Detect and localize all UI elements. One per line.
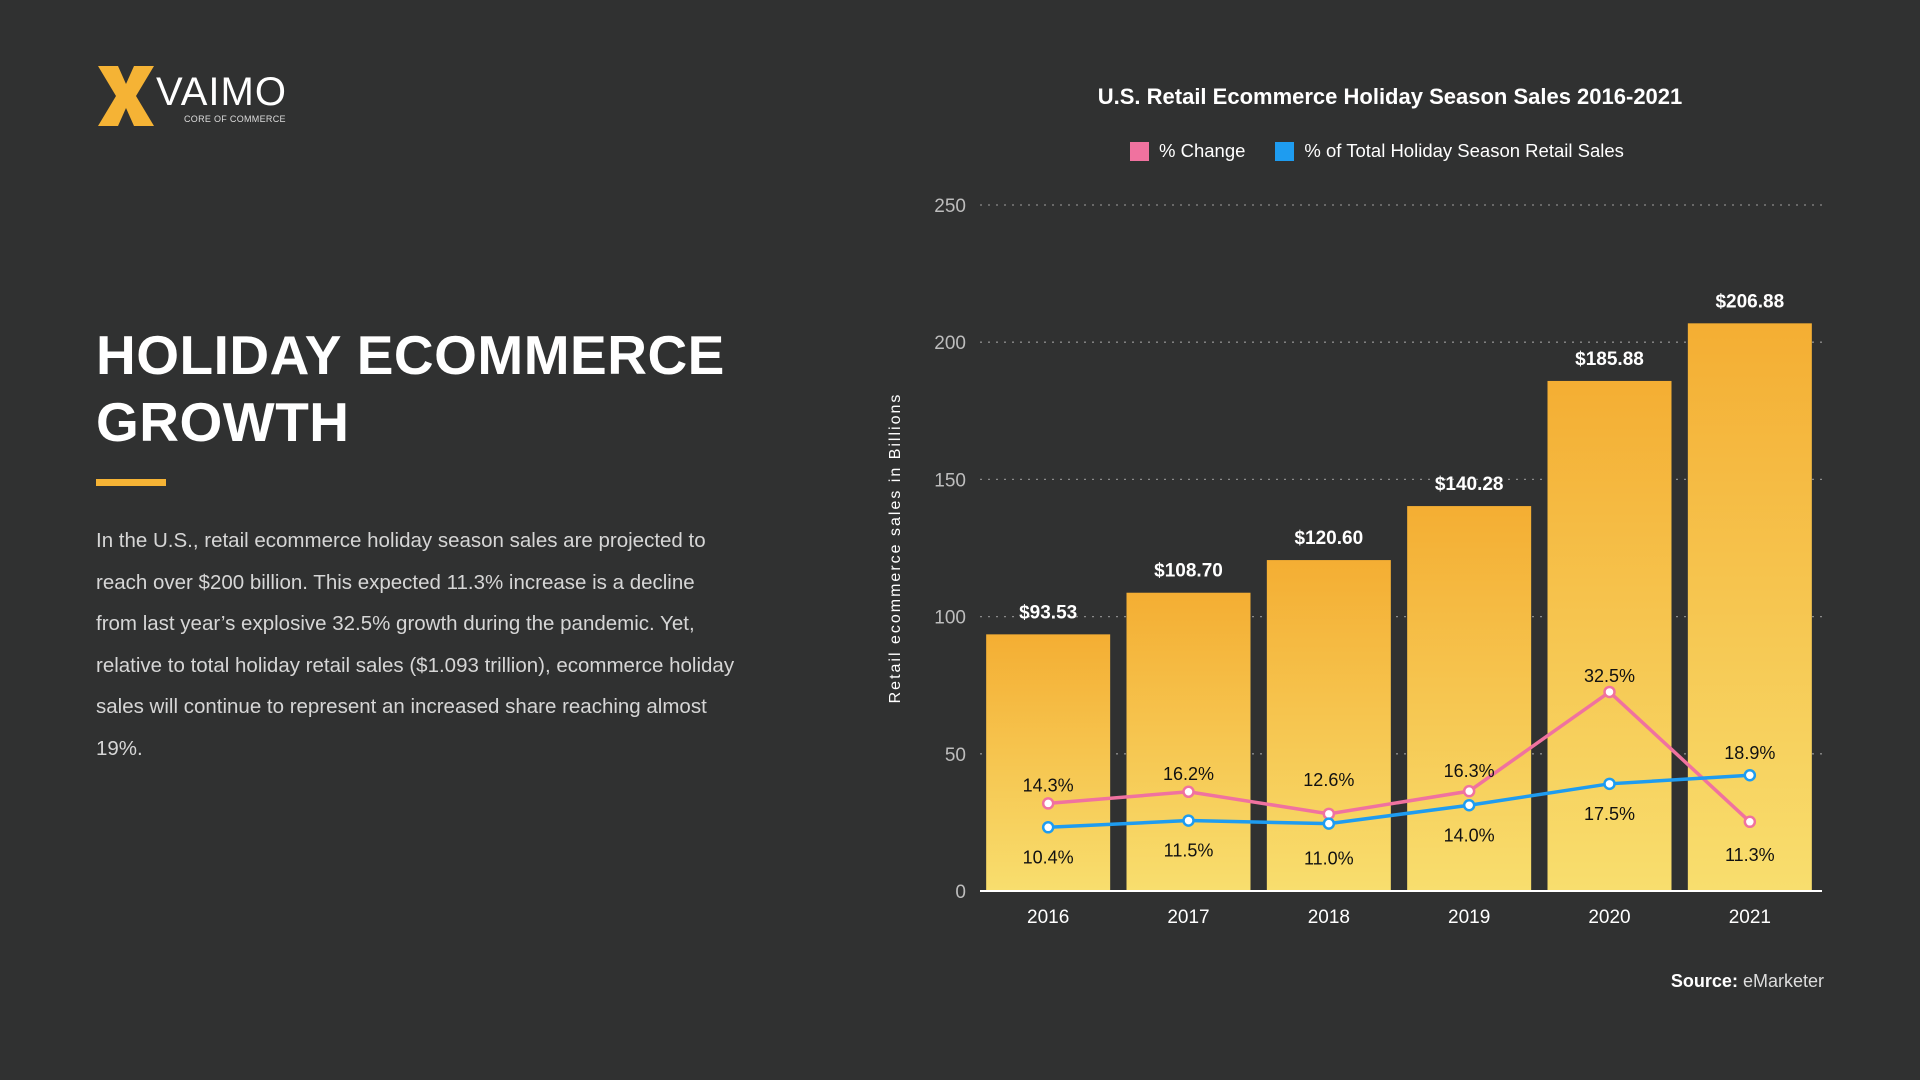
y-axis-label: Retail ecommerce sales in Billions [887, 393, 904, 704]
line-point-label: 16.3% [1444, 761, 1495, 781]
x-tick-label: 2020 [1588, 907, 1630, 928]
line-point [1462, 799, 1476, 812]
logo-tagline: CORE OF COMMERCE [184, 114, 286, 124]
body-paragraph: In the U.S., retail ecommerce holiday se… [96, 529, 735, 760]
bar-value-label: $108.70 [1154, 561, 1223, 582]
line-point-label: 14.3% [1023, 775, 1074, 795]
line-point [1743, 768, 1757, 782]
legend-item-pct-total: % of Total Holiday Season Retail Sales [1275, 140, 1624, 162]
line-point [1322, 817, 1336, 830]
y-tick-label: 150 [934, 470, 966, 491]
pct-change-line [1048, 689, 1752, 824]
bar-value-label: $93.53 [1019, 602, 1077, 623]
line-point-label: 11.3% [1725, 845, 1775, 865]
line-point [1182, 814, 1195, 827]
bar-value-label: $140.28 [1435, 474, 1504, 495]
chart-title: U.S. Retail Ecommerce Holiday Season Sal… [1097, 84, 1683, 109]
bar [1407, 506, 1532, 891]
bar-value-label: $206.88 [1715, 291, 1784, 312]
x-tick-label: 2016 [1027, 907, 1069, 928]
line-point [1603, 685, 1616, 699]
y-tick-label: 0 [955, 882, 966, 903]
legend-item-pct-change: % Change [1130, 140, 1245, 162]
y-tick-label: 50 [945, 745, 966, 766]
line-point [1743, 815, 1757, 829]
line-point [1322, 807, 1336, 821]
x-tick-label: 2021 [1729, 907, 1771, 928]
vaimo-logo: VAIMO CORE OF COMMERCE [96, 62, 296, 132]
source-note: Source: eMarketer [1671, 971, 1824, 992]
source-value: eMarketer [1742, 971, 1824, 991]
line-point-label: 11.0% [1304, 849, 1354, 869]
bar [1266, 560, 1391, 891]
line-point [1041, 797, 1055, 810]
title-underline [96, 479, 166, 486]
line-point-label: 11.5% [1164, 841, 1214, 861]
legend-swatch-pink [1130, 141, 1149, 161]
legend-label: % Change [1159, 140, 1246, 161]
legend-label: % of Total Holiday Season Retail Sales [1304, 140, 1624, 161]
line-point-label: 14.0% [1444, 825, 1495, 845]
bar [986, 634, 1111, 891]
x-logo-icon [98, 66, 154, 126]
line-point [1041, 821, 1055, 834]
line-point [1603, 777, 1616, 791]
y-tick-label: 100 [934, 608, 966, 629]
logo-text: VAIMO [156, 70, 287, 114]
line-point-label: 12.6% [1303, 770, 1354, 790]
bar-value-label: $120.60 [1294, 528, 1363, 549]
bar [1687, 323, 1812, 891]
line-point-label: 18.9% [1724, 743, 1775, 763]
line-point-label: 10.4% [1023, 847, 1074, 867]
chart-legend: % Change % of Total Holiday Season Retai… [1130, 140, 1624, 162]
page-title: HOLIDAY ECOMMERCE GROWTH [96, 324, 725, 453]
x-tick-label: 2017 [1167, 907, 1209, 928]
source-label: Source: [1670, 971, 1738, 991]
line-point-label: 16.2% [1163, 764, 1214, 784]
line-point-label: 32.5% [1584, 666, 1635, 686]
bar-value-label: $185.88 [1575, 349, 1644, 370]
y-tick-label: 200 [934, 333, 966, 354]
bar [1126, 592, 1251, 891]
line-point [1462, 784, 1476, 798]
x-tick-label: 2019 [1448, 907, 1490, 928]
bar [1547, 380, 1672, 891]
line-point [1182, 785, 1195, 799]
pct-total-line [1048, 773, 1750, 830]
legend-swatch-blue [1275, 141, 1295, 161]
y-tick-label: 250 [934, 196, 966, 217]
line-point-label: 17.5% [1584, 804, 1635, 824]
x-tick-label: 2018 [1308, 907, 1350, 928]
